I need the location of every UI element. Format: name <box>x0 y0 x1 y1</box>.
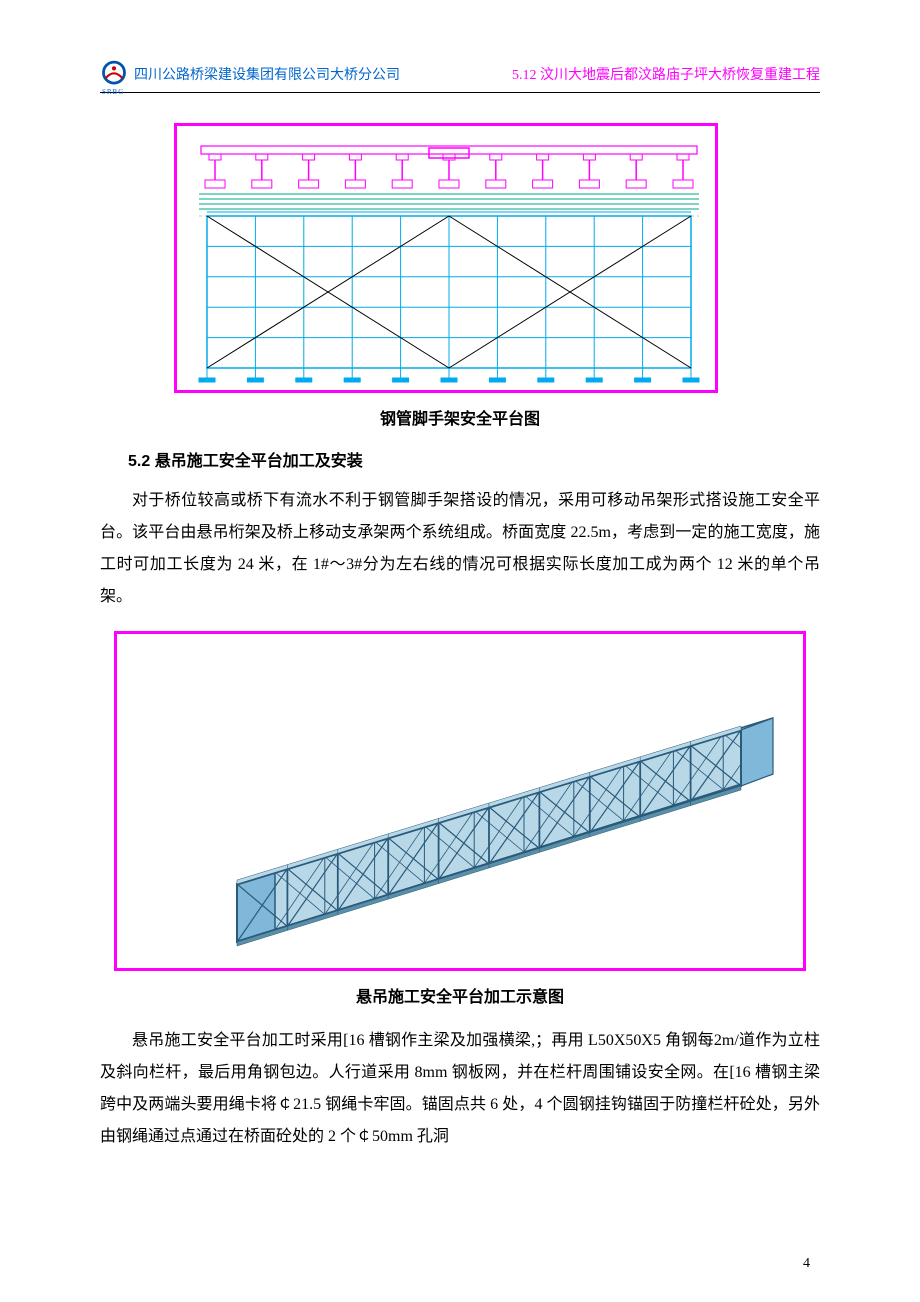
paragraph-1: 对于桥位较高或桥下有流水不利于钢管脚手架搭设的情况，采用可移动吊架形式搭设施工安… <box>100 485 820 613</box>
figure-scaffold-elevation <box>174 123 718 393</box>
section-heading: 5.2 悬吊施工安全平台加工及安装 <box>128 447 820 471</box>
figure2-caption: 悬吊施工安全平台加工示意图 <box>100 983 820 1007</box>
project-name: 5.12 汶川大地震后都汶路庙子坪大桥恢复重建工程 <box>512 64 820 84</box>
company-name: 四川公路桥梁建设集团有限公司大桥分公司 <box>134 64 400 84</box>
figure-truss-3d <box>114 631 806 971</box>
paragraph-2: 悬吊施工安全平台加工时采用[16 槽钢作主梁及加强横梁,；再用 L50X50X5… <box>100 1025 820 1153</box>
page-header: 四川公路桥梁建设集团有限公司大桥分公司 5.12 汶川大地震后都汶路庙子坪大桥恢… <box>100 60 820 93</box>
company-logo-icon <box>100 60 128 88</box>
page-number: 4 <box>803 1256 810 1272</box>
figure1-caption: 钢管脚手架安全平台图 <box>100 405 820 429</box>
section-number: 5.2 <box>128 453 150 470</box>
section-title-text: 悬吊施工安全平台加工及安装 <box>155 453 363 470</box>
logo-text: SRBG <box>102 88 124 96</box>
